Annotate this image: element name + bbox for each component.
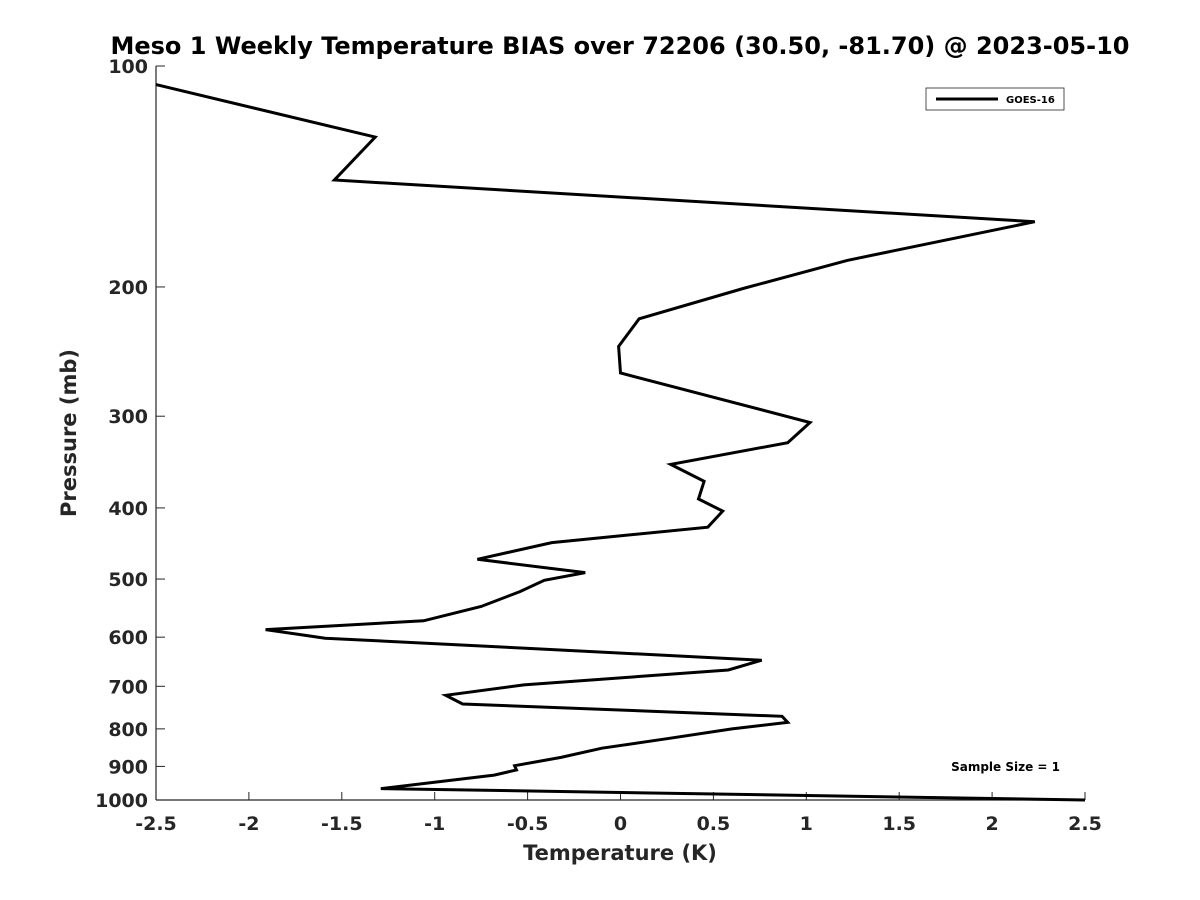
y-tick-label: 200: [108, 277, 148, 299]
y-tick-label: 700: [108, 676, 148, 698]
x-tick-label: 0.5: [697, 813, 731, 835]
x-tick-label: -2.5: [135, 813, 177, 835]
legend-entry-goes-16: GOES-16: [1006, 95, 1055, 106]
x-tick-label: 0: [614, 813, 627, 835]
x-tick-label: -1.5: [321, 813, 363, 835]
x-tick-label: 2: [985, 813, 998, 835]
x-axis-ticks: -2.5 -2 -1.5 -1 -0.5 0 0.5 1 1.5 2 2.5: [135, 792, 1102, 835]
legend: GOES-16: [925, 87, 1065, 111]
y-tick-label: 100: [108, 56, 148, 78]
y-tick-label: 400: [108, 498, 148, 520]
chart-title: Meso 1 Weekly Temperature BIAS over 7220…: [110, 32, 1129, 60]
x-tick-label: -0.5: [507, 813, 549, 835]
x-axis-label: Temperature (K): [523, 841, 717, 865]
series-layer: [155, 83, 1086, 802]
y-axis-ticks: 100 200 300 400 500 600 700 800 900 1000: [95, 56, 165, 812]
y-tick-label: 500: [108, 569, 148, 591]
plot-axes: [155, 66, 1085, 801]
x-tick-label: -1: [424, 813, 445, 835]
x-tick-label: 1.5: [882, 813, 916, 835]
sample-size-annotation: Sample Size = 1: [951, 760, 1060, 774]
x-tick-label: -2: [238, 813, 259, 835]
y-tick-label: 800: [108, 719, 148, 741]
y-tick-label: 1000: [95, 790, 148, 812]
y-tick-label: 300: [108, 406, 148, 428]
y-tick-label: 600: [108, 627, 148, 649]
y-axis-label: Pressure (mb): [57, 349, 81, 517]
x-tick-label: 2.5: [1068, 813, 1102, 835]
series-line-goes-16: [155, 83, 1086, 802]
y-tick-label: 900: [108, 756, 148, 778]
x-tick-label: 1: [800, 813, 813, 835]
